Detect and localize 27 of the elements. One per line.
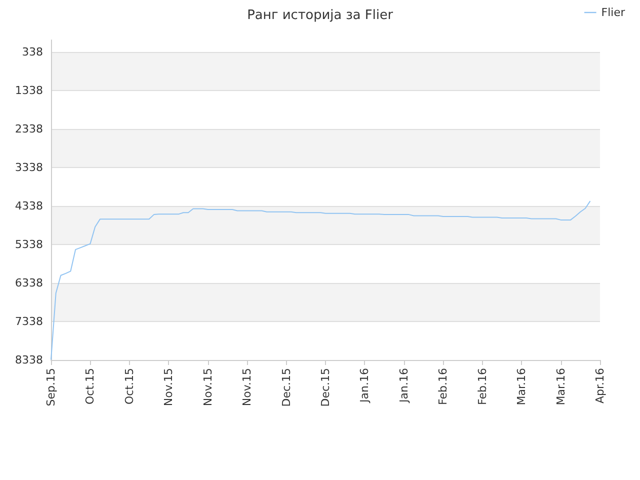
- y-tick-label: 4338: [15, 200, 43, 213]
- x-tick-label: Mar.16: [554, 368, 568, 406]
- x-tick-label: Apr.16: [594, 368, 606, 404]
- y-tick-label: 2338: [15, 122, 43, 136]
- x-tick-label: Feb.16: [436, 368, 450, 405]
- y-tick-label: 7338: [15, 315, 43, 328]
- x-tick-label: Dec.15: [280, 368, 293, 407]
- x-tick-label: Nov.15: [201, 368, 214, 406]
- x-tick-label: Sep.15: [44, 368, 58, 406]
- x-tick-label: Dec.15: [319, 368, 332, 407]
- y-tick-label: 1338: [15, 84, 43, 98]
- line-series: [50, 200, 591, 360]
- x-tick-label: Feb.16: [476, 368, 489, 405]
- x-tick-label: Jan.16: [358, 368, 372, 404]
- x-tick-label: Oct.15: [84, 368, 97, 405]
- y-tick-label: 5338: [15, 238, 43, 252]
- y-tick-label: 338: [22, 46, 43, 59]
- chart-title: Ранг историја за Flier: [247, 8, 394, 23]
- x-tick-label: Nov.15: [162, 368, 176, 406]
- x-tick-label: Jan.16: [397, 368, 410, 404]
- y-tick-label: 6338: [15, 276, 43, 290]
- y-tick-label: 8338: [15, 354, 43, 366]
- x-tick-label: Oct.15: [122, 368, 136, 405]
- x-tick-label: Nov.15: [240, 368, 254, 406]
- legend-label: Flier: [601, 6, 626, 19]
- x-tick-label: Mar.16: [515, 368, 528, 406]
- y-tick-label: 3338: [15, 161, 43, 174]
